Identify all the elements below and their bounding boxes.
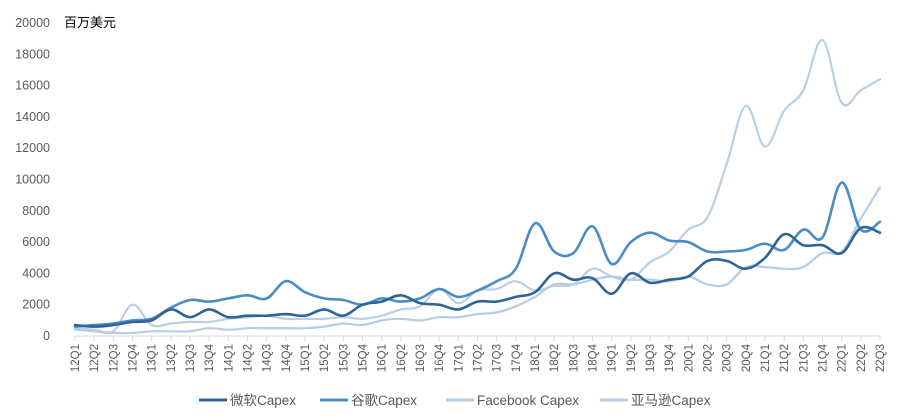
y-tick-label: 6000 [22, 235, 50, 249]
x-tick-label: 22Q3 [875, 344, 887, 372]
y-tick-label: 0 [43, 329, 50, 343]
y-tick-label: 18000 [15, 47, 50, 61]
y-tick-label: 20000 [15, 16, 50, 30]
x-tick-label: 15Q4 [358, 343, 370, 372]
x-tick-label: 16Q1 [377, 344, 389, 372]
x-tick-label: 12Q2 [89, 344, 101, 372]
y-axis: 0 2000 4000 6000 8000 10000 12000 14000 16000 180… [15, 16, 50, 343]
x-tick-label: 22Q2 [856, 344, 868, 372]
x-tick-label: 18Q2 [549, 344, 561, 372]
x-tick-label: 14Q1 [223, 344, 235, 372]
x-tick-label: 20Q1 [683, 344, 695, 372]
x-tick-label: 19Q4 [664, 343, 676, 372]
x-tick-label: 20Q4 [741, 343, 753, 372]
x-tick-label: 20Q2 [703, 344, 715, 372]
x-tick-label: 18Q3 [568, 344, 580, 372]
legend: 微软Capex 谷歌Capex Facebook Capex 亚马逊Capex [199, 393, 711, 408]
x-tick-label: 19Q3 [645, 344, 657, 372]
legend-label: Facebook Capex [477, 393, 579, 408]
series-line-4 [73, 39, 882, 335]
y-tick-label: 10000 [15, 173, 50, 187]
y-tick-label: 2000 [22, 298, 50, 312]
x-tick-label: 15Q1 [300, 344, 312, 372]
x-tick-label: 17Q4 [511, 343, 523, 372]
x-tick-label: 12Q4 [128, 343, 140, 372]
y-tick-label: 4000 [22, 266, 50, 280]
y-tick-label: 12000 [15, 141, 50, 155]
x-tick-label: 17Q2 [473, 344, 485, 372]
x-tick-label: 21Q1 [760, 344, 772, 372]
x-tick-label: 16Q3 [415, 344, 427, 372]
x-tick-label: 22Q1 [837, 344, 849, 372]
x-tick-label: 16Q2 [396, 344, 408, 372]
series-line-1 [73, 225, 882, 328]
x-tick-label: 17Q1 [453, 344, 465, 372]
x-tick-label: 13Q3 [185, 344, 197, 372]
x-tick-label: 18Q4 [588, 343, 600, 372]
x-tick-label: 19Q2 [626, 344, 638, 372]
series-line-3 [73, 186, 882, 335]
y-unit-label: 百万美元 [64, 15, 116, 30]
legend-label: 亚马逊Capex [631, 393, 711, 408]
x-tick-label: 17Q3 [492, 344, 504, 372]
x-tick-label: 15Q3 [338, 344, 350, 372]
x-tick-label: 21Q4 [818, 343, 830, 372]
y-tick-label: 16000 [15, 79, 50, 93]
x-tick-label: 12Q1 [70, 344, 82, 372]
x-tick-label: 12Q3 [108, 344, 120, 372]
y-tick-label: 8000 [22, 204, 50, 218]
legend-label: 微软Capex [230, 393, 296, 408]
series-lines [73, 39, 882, 335]
series-line-2 [73, 181, 882, 328]
x-tick-label: 20Q3 [722, 344, 734, 372]
x-tick-label: 14Q4 [281, 343, 293, 372]
x-tick-label: 14Q3 [262, 344, 274, 372]
y-tick-label: 14000 [15, 110, 50, 124]
x-tick-label: 13Q2 [166, 344, 178, 372]
x-tick-label: 21Q2 [779, 344, 791, 372]
x-tick-label: 13Q4 [204, 343, 216, 372]
x-tick-label: 14Q2 [243, 344, 255, 372]
x-tick-label: 15Q2 [319, 344, 331, 372]
x-tick-label: 13Q1 [147, 344, 159, 372]
x-tick-label: 18Q1 [530, 344, 542, 372]
x-tick-label: 16Q4 [434, 343, 446, 372]
legend-label: 谷歌Capex [351, 393, 417, 408]
x-tick-label: 19Q1 [607, 344, 619, 372]
x-axis: 12Q1 12Q2 12Q3 12Q4 13Q1 13Q2 13Q3 13Q4 14Q1 14Q2… [70, 335, 887, 372]
x-tick-label: 21Q3 [798, 344, 810, 372]
